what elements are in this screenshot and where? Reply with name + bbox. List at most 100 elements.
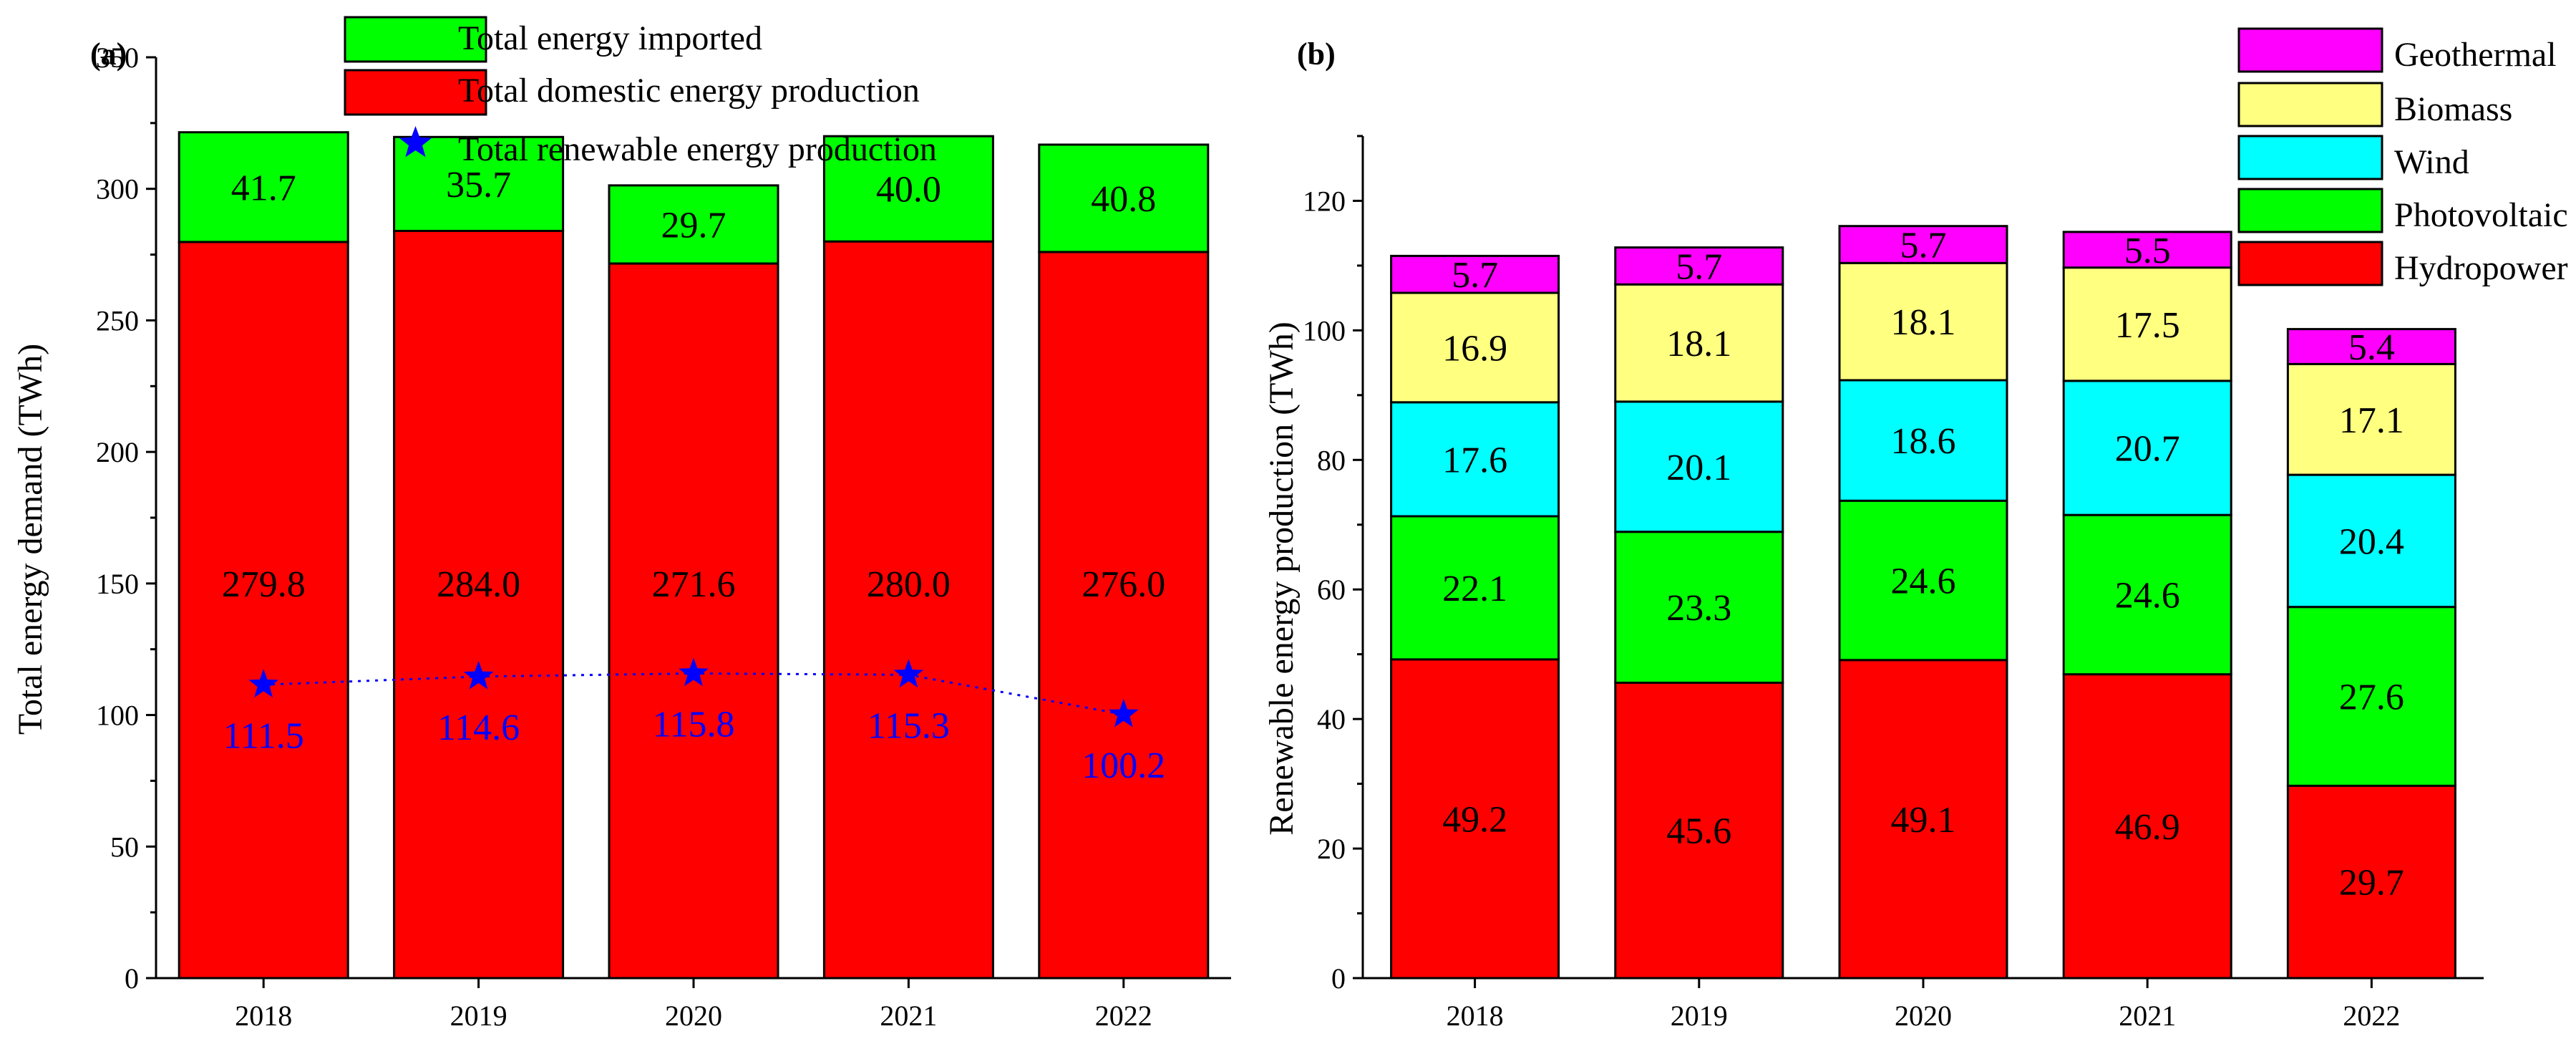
bar-label-hydropower-2019: 45.6	[1666, 811, 1731, 852]
bar-label-hydropower-2021: 46.9	[2115, 807, 2180, 848]
bar-label-wind-2020: 18.6	[1891, 421, 1956, 462]
bar-label-photovoltaic-2019: 23.3	[1666, 588, 1731, 629]
renewable-label-2018: 111.5	[223, 715, 304, 756]
legend-swatch-total-domestic-energy-production	[344, 69, 487, 116]
y-tick-label-50: 50	[110, 831, 139, 863]
legend-label-photovoltaic: Photovoltaic	[2394, 196, 2568, 234]
y-tick-label-350: 350	[96, 42, 139, 74]
bar-wind-2022	[2286, 473, 2456, 609]
bar-label-wind-2019: 20.1	[1666, 448, 1731, 488]
y-tick-label-0: 0	[125, 962, 139, 995]
legend-swatch-biomass	[2237, 82, 2383, 127]
bar-geothermal-2021	[2062, 231, 2232, 269]
bar-wind-2019	[1614, 400, 1784, 533]
bar-photovoltaic-2021	[2062, 513, 2232, 676]
legend-swatch-photovoltaic	[2237, 188, 2383, 233]
bar-label-photovoltaic-2022: 27.6	[2339, 677, 2404, 718]
panel-b-chart: (b) 49.2 22.1 17.6 16.9 5.7 45.6 23.3 20.1 18.1 5.…	[1263, 27, 2568, 1032]
bar-label-photovoltaic-2020: 24.6	[1891, 561, 1956, 602]
bar-geothermal-2020	[1838, 225, 2008, 264]
renewable-star-2022	[1108, 698, 1139, 727]
bar-total-energy-imported-2022	[1038, 143, 1210, 253]
y-tick-label-100: 100	[96, 700, 139, 732]
x-tick-label-2022: 2022	[2343, 1000, 2400, 1032]
bar-total-domestic-energy-production-2018	[178, 241, 349, 980]
bar-hydropower-2021	[2062, 673, 2232, 980]
legend-label-total-energy-imported: Total energy imported	[458, 19, 762, 57]
renewable-label-2020: 115.8	[652, 705, 734, 745]
bar-label-biomass-2018: 16.9	[1442, 328, 1507, 369]
y-tick-label-150: 150	[96, 568, 139, 600]
bar-label-geothermal-2018: 5.7	[1452, 255, 1498, 296]
y-axis-title: Total energy demand (TWh)	[11, 344, 49, 735]
bar-label-total-domestic-energy-production-2022: 276.0	[1082, 564, 1165, 605]
y-axis-title: Renewable energy production (TWh)	[1263, 322, 1301, 836]
y-tick-label-60: 60	[1317, 574, 1346, 606]
bar-label-total-domestic-energy-production-2020: 271.6	[652, 564, 736, 605]
bar-label-total-energy-imported-2018: 41.7	[231, 168, 296, 208]
bar-label-photovoltaic-2018: 22.1	[1442, 569, 1507, 609]
bar-label-geothermal-2019: 5.7	[1676, 246, 1722, 287]
bar-label-total-energy-imported-2020: 29.7	[661, 206, 726, 246]
bar-geothermal-2022	[2286, 328, 2456, 365]
bar-label-biomass-2020: 18.1	[1891, 302, 1956, 343]
legend-swatch-total-renewable-energy-production	[399, 126, 432, 158]
bar-label-total-energy-imported-2019: 35.7	[446, 165, 511, 206]
bar-geothermal-2018	[1390, 254, 1560, 294]
renewable-label-2022: 100.2	[1082, 745, 1165, 786]
y-tick-label-120: 120	[1303, 185, 1346, 218]
y-tick-label-250: 250	[96, 304, 139, 337]
renewable-label-2019: 114.6	[437, 707, 520, 748]
y-tick-label-200: 200	[96, 436, 139, 468]
bar-label-wind-2018: 17.6	[1442, 440, 1507, 480]
panel-label: (b)	[1297, 37, 1336, 72]
bar-label-wind-2022: 20.4	[2339, 521, 2404, 562]
renewable-star-2019	[463, 660, 494, 690]
legend-swatch-hydropower	[2237, 241, 2383, 286]
x-tick-label-2020: 2020	[1895, 1000, 1952, 1032]
bar-label-wind-2021: 20.7	[2115, 429, 2180, 470]
x-tick-label-2021: 2021	[880, 1000, 937, 1032]
bar-label-total-domestic-energy-production-2021: 280.0	[867, 564, 951, 605]
x-tick-label-2018: 2018	[1447, 1000, 1504, 1032]
y-tick-label-40: 40	[1317, 703, 1346, 735]
renewable-star-2021	[893, 659, 924, 688]
y-tick-label-20: 20	[1317, 833, 1346, 865]
y-tick-label-300: 300	[96, 173, 139, 206]
bar-total-energy-imported-2020	[608, 184, 779, 265]
legend-label-hydropower: Hydropower	[2394, 249, 2568, 287]
bar-biomass-2022	[2286, 362, 2456, 476]
bar-hydropower-2018	[1390, 658, 1560, 980]
x-tick-label-2018: 2018	[235, 1000, 292, 1032]
bar-total-domestic-energy-production-2021	[822, 240, 994, 980]
x-tick-label-2020: 2020	[665, 1000, 722, 1032]
legend-label-biomass: Biomass	[2394, 90, 2512, 128]
y-tick-label-80: 80	[1317, 444, 1346, 476]
bar-label-biomass-2019: 18.1	[1666, 324, 1731, 364]
legend-label-total-domestic-energy-production: Total domestic energy production	[458, 72, 920, 110]
legend-swatch-geothermal	[2237, 27, 2383, 73]
bar-biomass-2018	[1390, 291, 1560, 404]
bar-label-hydropower-2022: 29.7	[2339, 863, 2404, 904]
bar-photovoltaic-2022	[2286, 606, 2456, 787]
bar-label-total-energy-imported-2022: 40.8	[1091, 179, 1156, 220]
renewable-star-2018	[248, 669, 279, 698]
bar-total-energy-imported-2018	[178, 131, 349, 243]
legend-label-total-renewable-energy-production: Total renewable energy production	[458, 130, 937, 168]
x-tick-label-2019: 2019	[1671, 1000, 1728, 1032]
x-tick-label-2021: 2021	[2119, 1000, 2176, 1032]
bar-total-domestic-energy-production-2022	[1038, 251, 1210, 980]
bar-label-geothermal-2021: 5.5	[2124, 231, 2171, 271]
bar-label-geothermal-2020: 5.7	[1900, 226, 1947, 266]
bar-label-total-domestic-energy-production-2019: 284.0	[437, 564, 520, 605]
renewable-label-2021: 115.3	[867, 705, 950, 746]
bar-total-domestic-energy-production-2020	[608, 262, 779, 980]
bar-hydropower-2022	[2286, 784, 2456, 980]
bar-label-geothermal-2022: 5.4	[2348, 327, 2395, 368]
bar-label-hydropower-2020: 49.1	[1891, 800, 1956, 841]
bar-biomass-2021	[2062, 266, 2232, 382]
bar-total-energy-imported-2021	[822, 135, 994, 243]
bar-wind-2020	[1838, 379, 2008, 502]
y-tick-label-0: 0	[1331, 962, 1346, 995]
